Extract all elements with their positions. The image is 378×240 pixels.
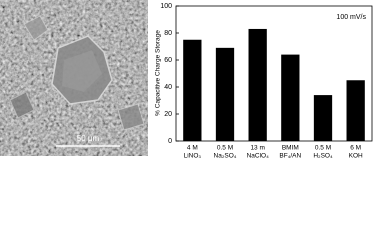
- y-tick-label: 20: [164, 111, 172, 118]
- y-axis-title: % Capacitive Charge Storage: [155, 30, 162, 116]
- plot-frame: [175, 5, 373, 142]
- page: 50 μm % Capacitive Charge Storage 100 mV…: [0, 0, 373, 160]
- bar: [346, 80, 365, 141]
- x-tick-label: H₂SO₄: [313, 153, 333, 160]
- sem-image: 50 μm: [0, 0, 148, 156]
- bar: [183, 39, 202, 141]
- y-tick-label: 0: [168, 138, 172, 145]
- x-tick-label: KOH: [349, 153, 363, 160]
- x-tick-label: 0.5 M: [217, 145, 233, 152]
- x-tick-label: Na₂SO₄: [214, 153, 237, 160]
- y-tick-label: 40: [164, 84, 172, 91]
- scale-bar-label: 50 μm: [77, 134, 100, 143]
- x-tick-label: 13 m: [250, 145, 264, 152]
- x-tick-label: NaClO₄: [247, 153, 270, 160]
- x-tick-label: 0.5 M: [315, 145, 331, 152]
- y-tick-label: 60: [164, 57, 172, 64]
- x-tick-label: 6 M: [350, 145, 361, 152]
- bar: [281, 54, 300, 141]
- x-tick-label: 4 M: [187, 145, 198, 152]
- bar: [215, 47, 235, 141]
- x-tick-label: BMIM: [282, 145, 299, 152]
- bar: [248, 28, 267, 142]
- bar: [313, 95, 333, 141]
- y-tick-label: 80: [164, 30, 172, 37]
- figure: 50 μm % Capacitive Charge Storage 100 mV…: [0, 0, 373, 160]
- x-tick-label: BF₄/AN: [279, 153, 301, 160]
- annotation: 100 mV/s: [336, 14, 366, 21]
- y-tick-label: 100: [160, 3, 172, 10]
- x-tick-label: LiNO₃: [184, 153, 202, 160]
